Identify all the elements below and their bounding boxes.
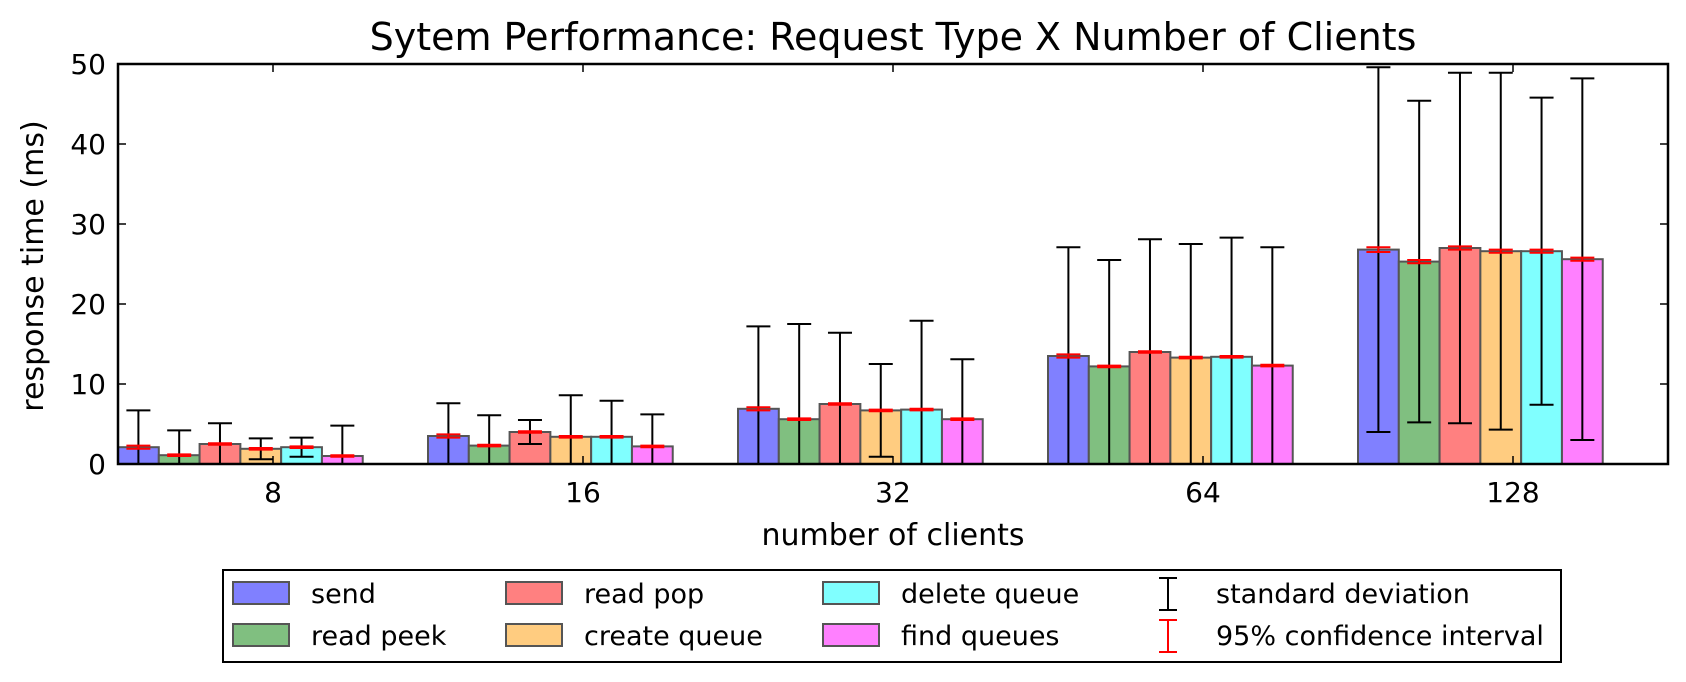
legend-label: read pop [584,579,704,610]
x-tick-label: 16 [565,476,601,509]
legend-item-find-queues: find queues [822,621,1060,652]
ci-errorbar-create-queue-16 [558,435,583,439]
x-tick-label: 32 [875,476,911,509]
ci-errorbar-find-queues-8 [330,454,355,458]
ci-errorbar-read-peek-128 [1407,259,1432,265]
legend-swatch [822,581,880,605]
y-tick-label: 50 [70,48,106,81]
ci-errorbar-read-pop-64 [1137,350,1162,354]
ci-errorbar-delete-queue-32 [909,407,934,412]
legend-label: read peek [311,621,447,652]
legend-label: standard deviation [1216,579,1470,610]
ci-errorbar-create-queue-64 [1178,355,1203,360]
x-tick-label: 128 [1486,476,1539,509]
y-tick-label: 0 [88,448,106,481]
ci-errorbar-create-queue-8 [248,447,273,451]
legend-item-delete-queue: delete queue [822,579,1079,610]
ci-errorbar-send-64 [1056,353,1081,359]
y-axis-label: response time (ms) [16,120,51,411]
ci-errorbar-delete-queue-8 [289,445,314,449]
x-tick-label: 64 [1185,476,1221,509]
legend-label: 95% confidence interval [1216,621,1544,652]
legend-swatch [505,581,563,605]
x-axis-label: number of clients [761,518,1024,553]
y-tick-label: 20 [70,288,106,321]
ci-errorbar-delete-queue-128 [1529,248,1554,254]
y-tick-label: 30 [70,208,106,241]
ci-errorbar-read-peek-32 [787,417,812,421]
ci-errorbar-send-8 [126,444,151,450]
legend-item-create-queue: create queue [505,621,763,652]
ci-errorbar-read-peek-16 [477,443,502,448]
ci-errorbar-create-queue-128 [1488,248,1513,254]
y-tick-label: 40 [70,128,106,161]
ci-errorbar-find-queues-32 [950,417,975,421]
legend-label: delete queue [901,579,1079,610]
ci-errorbar-create-queue-32 [868,408,893,413]
ci-errorbar-find-queues-64 [1260,363,1285,368]
legend-label: create queue [584,621,763,652]
ci-errorbar-send-32 [746,406,771,412]
legend-box [222,569,1562,663]
y-tick-label: 10 [70,368,106,401]
legend-label: find queues [901,621,1060,652]
axes-layer: 0 10 20 30 40 50 8 16 32 64 128 [70,48,1668,509]
ci-errorbar-read-peek-8 [167,453,192,457]
x-tick-label: 8 [264,476,282,509]
ci-errorbar-read-pop-16 [517,430,542,434]
ci-errorbar-read-pop-8 [207,442,232,446]
ci-errorbar-send-16 [436,433,461,439]
legend-swatch [505,623,563,647]
legend-item-send: send [232,579,376,610]
ci-errorbar-send-128 [1366,246,1391,253]
legend-swatch [232,623,290,647]
legend-item-95-confidence-interval: 95% confidence interval [1159,619,1544,653]
legend: send read peek read pop create queue delete … [222,569,1562,663]
legend-item-standard-deviation: standard deviation [1159,577,1470,611]
legend-item-read-peek: read peek [232,621,447,652]
legend-swatch [822,623,880,647]
legend-item-read-pop: read pop [505,579,704,610]
chart-title: Sytem Performance: Request Type X Number… [370,15,1417,59]
ci-errorbar-delete-queue-16 [599,435,624,439]
ci-errorbar-find-queues-16 [640,444,665,449]
legend-label: send [311,579,376,610]
ci-errorbar-find-queues-128 [1570,256,1595,262]
ci-errorbar-read-pop-32 [827,402,852,406]
ci-errorbar-read-peek-64 [1097,364,1122,369]
ci-errorbar-read-pop-128 [1447,245,1472,251]
ci-errorbar-delete-queue-64 [1219,355,1244,359]
legend-swatch [232,581,290,605]
